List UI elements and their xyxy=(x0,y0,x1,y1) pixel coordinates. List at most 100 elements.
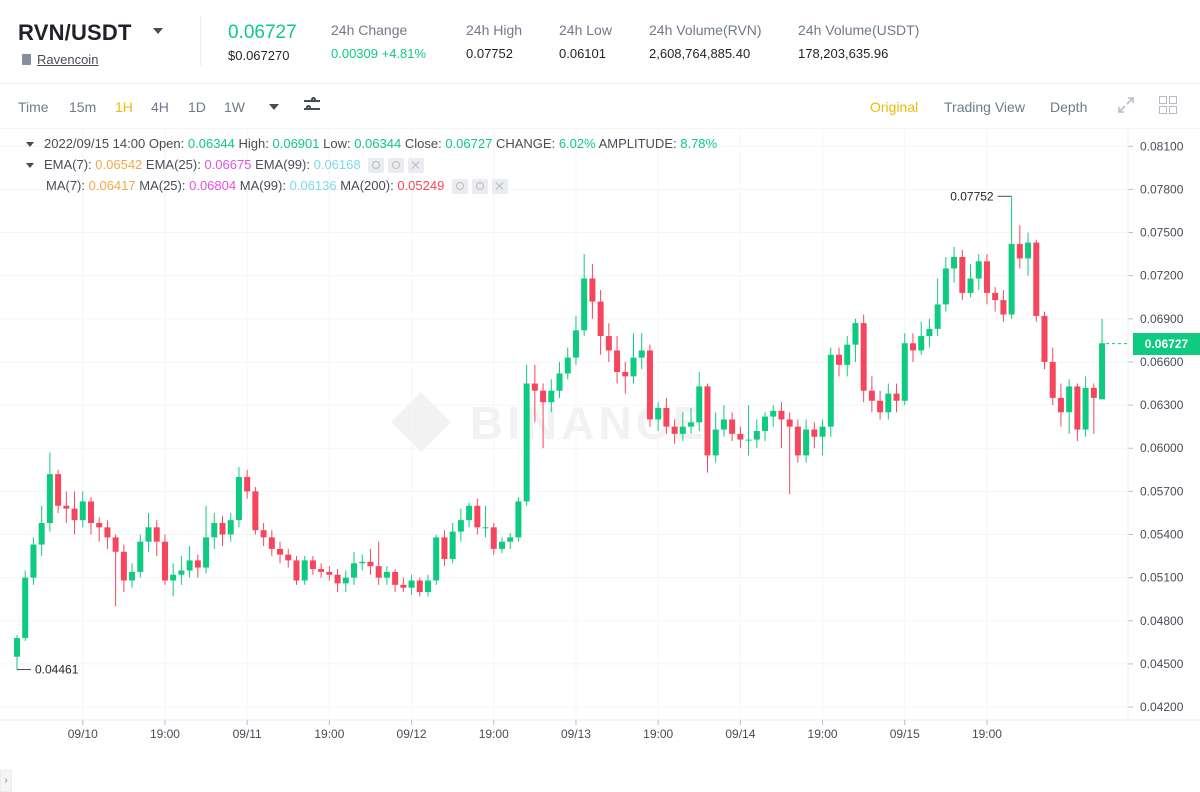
candlestick-chart[interactable]: BINANCE 0.08100 0.07800 0.07500 0.07200 0.069… xyxy=(0,129,1200,792)
interval-15m[interactable]: 15m xyxy=(69,99,97,115)
candle-body[interactable] xyxy=(400,584,407,588)
candle-body[interactable] xyxy=(351,563,358,578)
candle-body[interactable] xyxy=(983,261,990,293)
candle-body[interactable] xyxy=(827,354,834,427)
candle-body[interactable] xyxy=(260,530,267,538)
candle-body[interactable] xyxy=(663,407,670,427)
candle-body[interactable] xyxy=(1082,387,1089,430)
candle-body[interactable] xyxy=(22,577,29,639)
candle-body[interactable] xyxy=(811,429,818,437)
candle-body[interactable] xyxy=(564,357,571,374)
candle-body[interactable] xyxy=(482,527,489,529)
candle-body[interactable] xyxy=(531,383,538,391)
candle-body[interactable] xyxy=(277,548,284,555)
candle-body[interactable] xyxy=(942,268,949,305)
candle-body[interactable] xyxy=(375,566,382,578)
candle-body[interactable] xyxy=(515,501,522,538)
candle-body[interactable] xyxy=(548,390,555,403)
candle-body[interactable] xyxy=(868,390,875,401)
candle-body[interactable] xyxy=(46,474,53,523)
candle-body[interactable] xyxy=(153,527,160,542)
candle-body[interactable] xyxy=(893,393,900,401)
candle-body[interactable] xyxy=(79,501,86,521)
expand-left-panel-icon[interactable]: › xyxy=(0,770,12,792)
candle-body[interactable] xyxy=(474,505,481,528)
candle-body[interactable] xyxy=(129,571,136,581)
candle-body[interactable] xyxy=(342,577,349,584)
candle-body[interactable] xyxy=(1074,386,1081,430)
candle-body[interactable] xyxy=(836,354,842,365)
candle-body[interactable] xyxy=(737,433,744,440)
candle-body[interactable] xyxy=(1066,386,1073,413)
candle-body[interactable] xyxy=(309,560,316,570)
fullscreen-icon[interactable] xyxy=(1117,96,1135,114)
candle-body[interactable] xyxy=(540,390,547,403)
coin-name[interactable]: Ravencoin xyxy=(37,52,99,67)
candle-body[interactable] xyxy=(120,551,127,581)
remove-indicator-icon[interactable] xyxy=(408,158,425,174)
candle-body[interactable] xyxy=(285,554,292,561)
candle-body[interactable] xyxy=(794,426,801,456)
candle-body[interactable] xyxy=(992,292,999,301)
candle-body[interactable] xyxy=(408,580,415,588)
candle-body[interactable] xyxy=(416,580,423,593)
candle-body[interactable] xyxy=(901,343,908,401)
candle-body[interactable] xyxy=(1090,387,1097,398)
candle-body[interactable] xyxy=(967,278,974,293)
candle-body[interactable] xyxy=(63,505,70,509)
candle-body[interactable] xyxy=(753,430,760,440)
candle-body[interactable] xyxy=(1041,315,1048,362)
interval-1d[interactable]: 1D xyxy=(188,99,206,115)
view-trading-view[interactable]: Trading View xyxy=(944,99,1025,115)
candle-body[interactable] xyxy=(71,508,78,521)
candle-body[interactable] xyxy=(178,570,185,575)
candle-body[interactable] xyxy=(318,569,325,572)
interval-4h[interactable]: 4H xyxy=(151,99,169,115)
candle-body[interactable] xyxy=(161,541,168,581)
candle-body[interactable] xyxy=(803,429,810,456)
view-depth[interactable]: Depth xyxy=(1050,99,1088,115)
candle-body[interactable] xyxy=(1049,361,1056,398)
candle-body[interactable] xyxy=(14,638,20,657)
candle-body[interactable] xyxy=(614,350,621,373)
candle-body[interactable] xyxy=(96,523,103,528)
candle-body[interactable] xyxy=(852,323,859,345)
pair-title[interactable]: RVN/USDT xyxy=(18,20,132,45)
candle-body[interactable] xyxy=(877,400,884,413)
candle-body[interactable] xyxy=(934,304,941,329)
hide-indicator-icon[interactable] xyxy=(368,158,385,174)
candle-body[interactable] xyxy=(1008,244,1015,315)
candle-body[interactable] xyxy=(572,330,579,358)
candle-body[interactable] xyxy=(926,328,933,337)
candle-body[interactable] xyxy=(844,344,851,365)
candle-body[interactable] xyxy=(466,505,473,521)
candle-body[interactable] xyxy=(589,278,596,302)
candle-body[interactable] xyxy=(268,537,275,549)
candle-body[interactable] xyxy=(581,278,588,331)
indicator-settings-icon[interactable] xyxy=(388,158,405,174)
candle-body[interactable] xyxy=(638,350,645,358)
candle-body[interactable] xyxy=(38,523,45,545)
candle-body[interactable] xyxy=(630,357,637,377)
candle-body[interactable] xyxy=(1099,343,1106,400)
candle-body[interactable] xyxy=(227,520,234,535)
candle-body[interactable] xyxy=(334,574,341,584)
candle-body[interactable] xyxy=(433,537,440,581)
coin-info-link[interactable]: Ravencoin xyxy=(22,52,98,67)
candle-body[interactable] xyxy=(55,474,62,506)
candle-body[interactable] xyxy=(194,560,201,568)
candle-body[interactable] xyxy=(1000,300,1007,315)
candle-body[interactable] xyxy=(145,527,152,542)
candle-body[interactable] xyxy=(720,419,727,430)
candle-body[interactable] xyxy=(383,571,390,578)
candle-body[interactable] xyxy=(1016,244,1023,259)
more-intervals-caret-icon[interactable] xyxy=(269,104,279,110)
candle-body[interactable] xyxy=(425,580,431,593)
candle-body[interactable] xyxy=(745,439,752,441)
interval-1w[interactable]: 1W xyxy=(224,99,245,115)
candle-body[interactable] xyxy=(885,393,892,413)
candle-body[interactable] xyxy=(646,350,653,420)
candle-body[interactable] xyxy=(951,256,958,269)
candle-body[interactable] xyxy=(235,476,242,521)
candle-body[interactable] xyxy=(819,426,826,437)
